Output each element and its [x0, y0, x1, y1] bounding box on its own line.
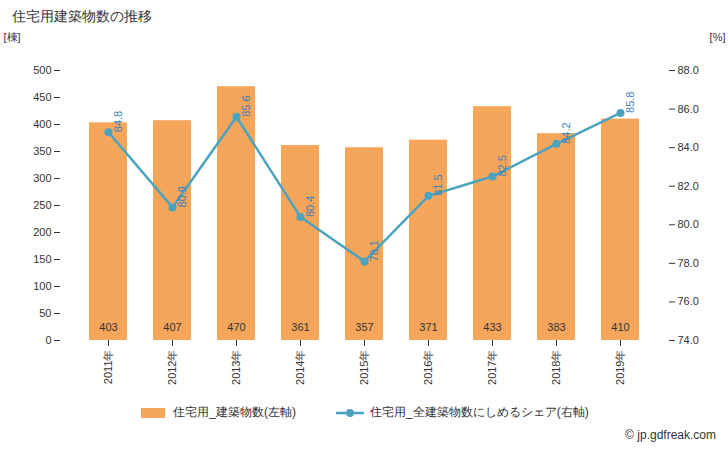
- svg-text:84.8: 84.8: [112, 111, 124, 132]
- svg-text:2017年: 2017年: [486, 350, 498, 385]
- svg-text:433: 433: [483, 321, 501, 333]
- svg-text:410: 410: [611, 321, 629, 333]
- svg-text:2016年: 2016年: [422, 350, 434, 385]
- svg-text:76.0: 76.0: [678, 295, 699, 307]
- svg-text:78.0: 78.0: [678, 257, 699, 269]
- svg-text:250: 250: [33, 199, 51, 211]
- svg-text:50: 50: [39, 307, 51, 319]
- svg-text:[棟]: [棟]: [4, 31, 21, 43]
- svg-text:361: 361: [291, 321, 309, 333]
- svg-text:[%]: [%]: [710, 31, 726, 43]
- svg-text:150: 150: [33, 253, 51, 265]
- svg-text:300: 300: [33, 172, 51, 184]
- svg-text:450: 450: [33, 91, 51, 103]
- svg-text:0: 0: [45, 334, 51, 346]
- svg-text:403: 403: [99, 321, 117, 333]
- html-text:© jp.gdfreak.com: © jp.gdfreak.com: [625, 428, 716, 442]
- svg-text:383: 383: [547, 321, 565, 333]
- svg-text:200: 200: [33, 226, 51, 238]
- svg-text:82.0: 82.0: [678, 180, 699, 192]
- html-text:住宅用_建築物数(左軸): 住宅用_建築物数(左軸): [173, 405, 296, 419]
- svg-text:80.9: 80.9: [176, 186, 188, 207]
- svg-text:80.0: 80.0: [678, 218, 699, 230]
- svg-text:470: 470: [227, 321, 245, 333]
- html-text:住宅用_全建築物数にしめるシェア(右軸): 住宅用_全建築物数にしめるシェア(右軸): [370, 405, 589, 419]
- svg-text:2013年: 2013年: [230, 350, 242, 385]
- svg-text:407: 407: [163, 321, 181, 333]
- svg-text:2011年: 2011年: [102, 350, 114, 385]
- svg-text:2012年: 2012年: [166, 350, 178, 385]
- svg-text:2018年: 2018年: [550, 350, 562, 385]
- svg-text:78.1: 78.1: [368, 240, 380, 261]
- svg-text:85.8: 85.8: [624, 92, 636, 113]
- svg-text:500: 500: [33, 64, 51, 76]
- svg-text:357: 357: [355, 321, 373, 333]
- svg-text:81.5: 81.5: [432, 174, 444, 195]
- svg-text:85.6: 85.6: [240, 95, 252, 116]
- svg-text:371: 371: [419, 321, 437, 333]
- svg-text:2014年: 2014年: [294, 350, 306, 385]
- svg-text:100: 100: [33, 280, 51, 292]
- svg-text:2015年: 2015年: [358, 350, 370, 385]
- svg-text:84.0: 84.0: [678, 141, 699, 153]
- svg-text:84.2: 84.2: [560, 122, 572, 143]
- svg-text:350: 350: [33, 145, 51, 157]
- html-text:住宅用建築物数の推移: 住宅用建築物数の推移: [12, 8, 152, 24]
- svg-text:400: 400: [33, 118, 51, 130]
- svg-text:88.0: 88.0: [678, 64, 699, 76]
- svg-text:74.0: 74.0: [678, 334, 699, 346]
- svg-text:86.0: 86.0: [678, 103, 699, 115]
- svg-text:82.5: 82.5: [496, 155, 508, 176]
- svg-text:80.4: 80.4: [304, 196, 316, 217]
- svg-text:2019年: 2019年: [614, 350, 626, 385]
